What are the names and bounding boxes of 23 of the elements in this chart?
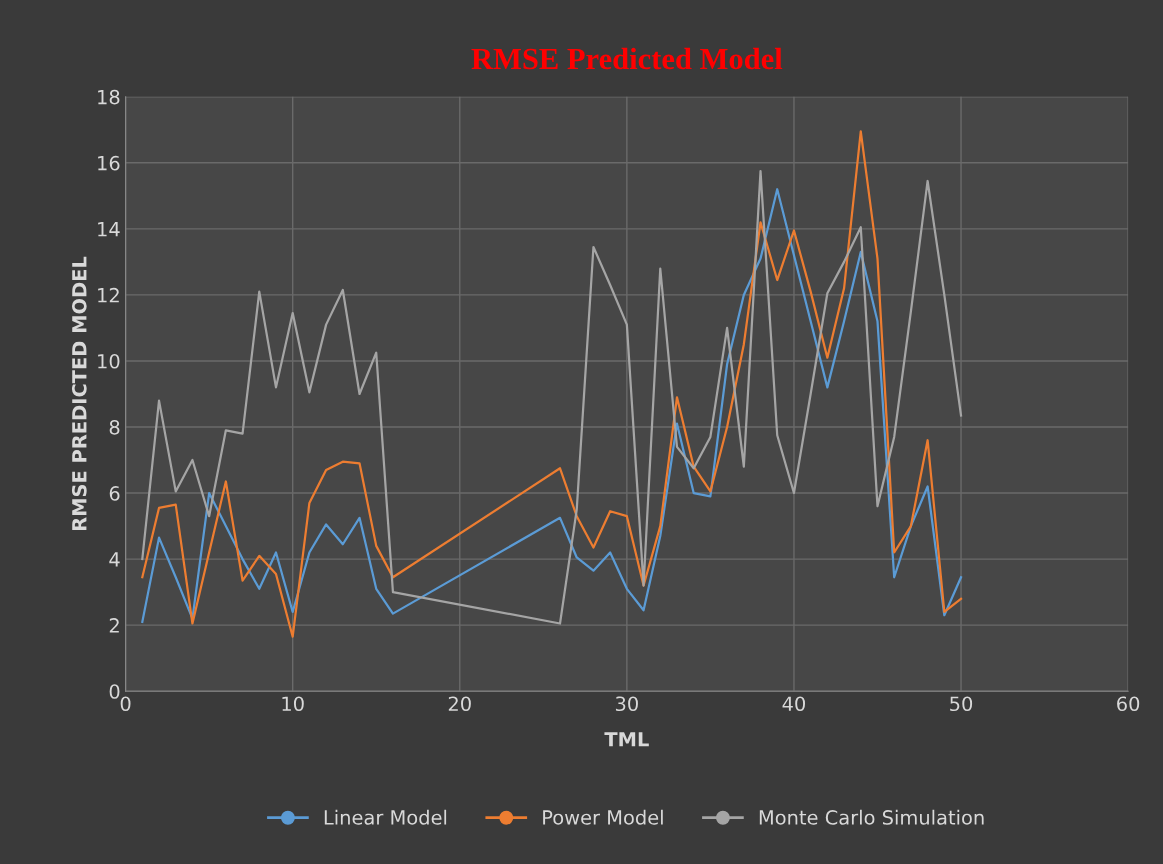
legend-label: Monte Carlo Simulation bbox=[759, 809, 984, 825]
x-tick-label: 0 bbox=[120, 696, 131, 712]
y-tick-label: 8 bbox=[109, 419, 120, 435]
x-tick-label: 20 bbox=[448, 696, 471, 712]
y-tick-label: 16 bbox=[98, 155, 120, 171]
y-tick-label: 10 bbox=[98, 353, 120, 369]
x-axis-title: TML bbox=[604, 732, 649, 747]
legend-label: Linear Model bbox=[324, 809, 447, 825]
y-tick-label: 2 bbox=[109, 618, 119, 633]
y-axis-title: RMSE PREDICTED MODEL bbox=[71, 256, 87, 531]
x-tick-label: 40 bbox=[782, 696, 806, 712]
x-tick-label: 60 bbox=[1117, 696, 1140, 712]
y-tick-label: 0 bbox=[109, 684, 120, 699]
chart-title: RMSE Predicted Model bbox=[471, 47, 783, 70]
x-tick-label: 30 bbox=[615, 696, 638, 712]
y-tick-label: 12 bbox=[98, 287, 119, 303]
y-tick-label: 6 bbox=[109, 486, 120, 501]
y-tick-label: 4 bbox=[109, 552, 120, 567]
y-tick-label: 14 bbox=[98, 222, 120, 237]
y-tick-label: 18 bbox=[98, 89, 120, 105]
x-tick-label: 10 bbox=[282, 696, 304, 712]
x-tick-label: 50 bbox=[950, 696, 973, 712]
legend-label: Power Model bbox=[543, 809, 663, 825]
